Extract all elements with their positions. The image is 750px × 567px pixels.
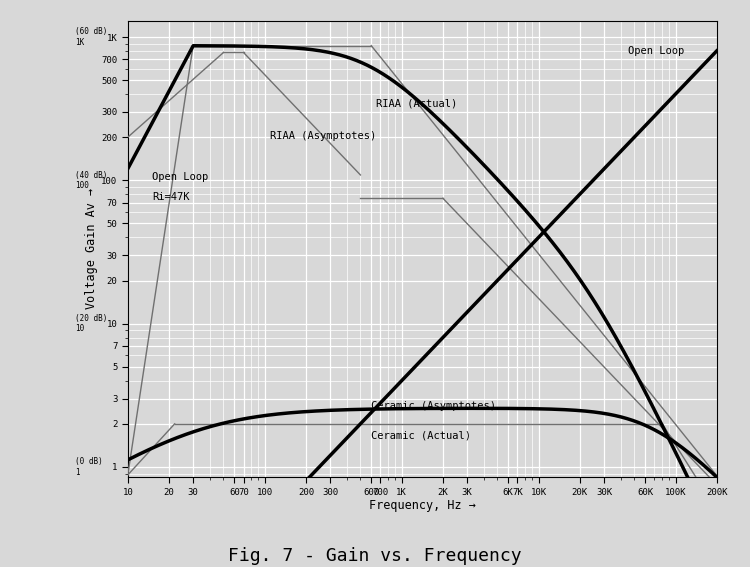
Text: (40 dB)
100: (40 dB) 100 bbox=[75, 171, 107, 190]
Y-axis label: Voltage Gain Av →: Voltage Gain Av → bbox=[86, 188, 98, 310]
Text: Fig. 7 - Gain vs. Frequency: Fig. 7 - Gain vs. Frequency bbox=[228, 547, 522, 565]
Text: (0 dB)
1: (0 dB) 1 bbox=[75, 458, 103, 477]
Text: Open Loop: Open Loop bbox=[628, 46, 684, 56]
Text: Ceramic (Actual): Ceramic (Actual) bbox=[371, 430, 471, 441]
Text: Ri=47K: Ri=47K bbox=[152, 192, 190, 202]
Text: (20 dB)
10: (20 dB) 10 bbox=[75, 314, 107, 333]
Text: Open Loop: Open Loop bbox=[152, 172, 208, 183]
Text: (60 dB)
1K: (60 dB) 1K bbox=[75, 27, 107, 46]
Text: RIAA (Actual): RIAA (Actual) bbox=[376, 98, 458, 108]
Text: RIAA (Asymptotes): RIAA (Asymptotes) bbox=[271, 131, 376, 141]
X-axis label: Frequency, Hz →: Frequency, Hz → bbox=[369, 500, 476, 513]
Text: Ceramic (Asymptotes): Ceramic (Asymptotes) bbox=[371, 401, 496, 411]
